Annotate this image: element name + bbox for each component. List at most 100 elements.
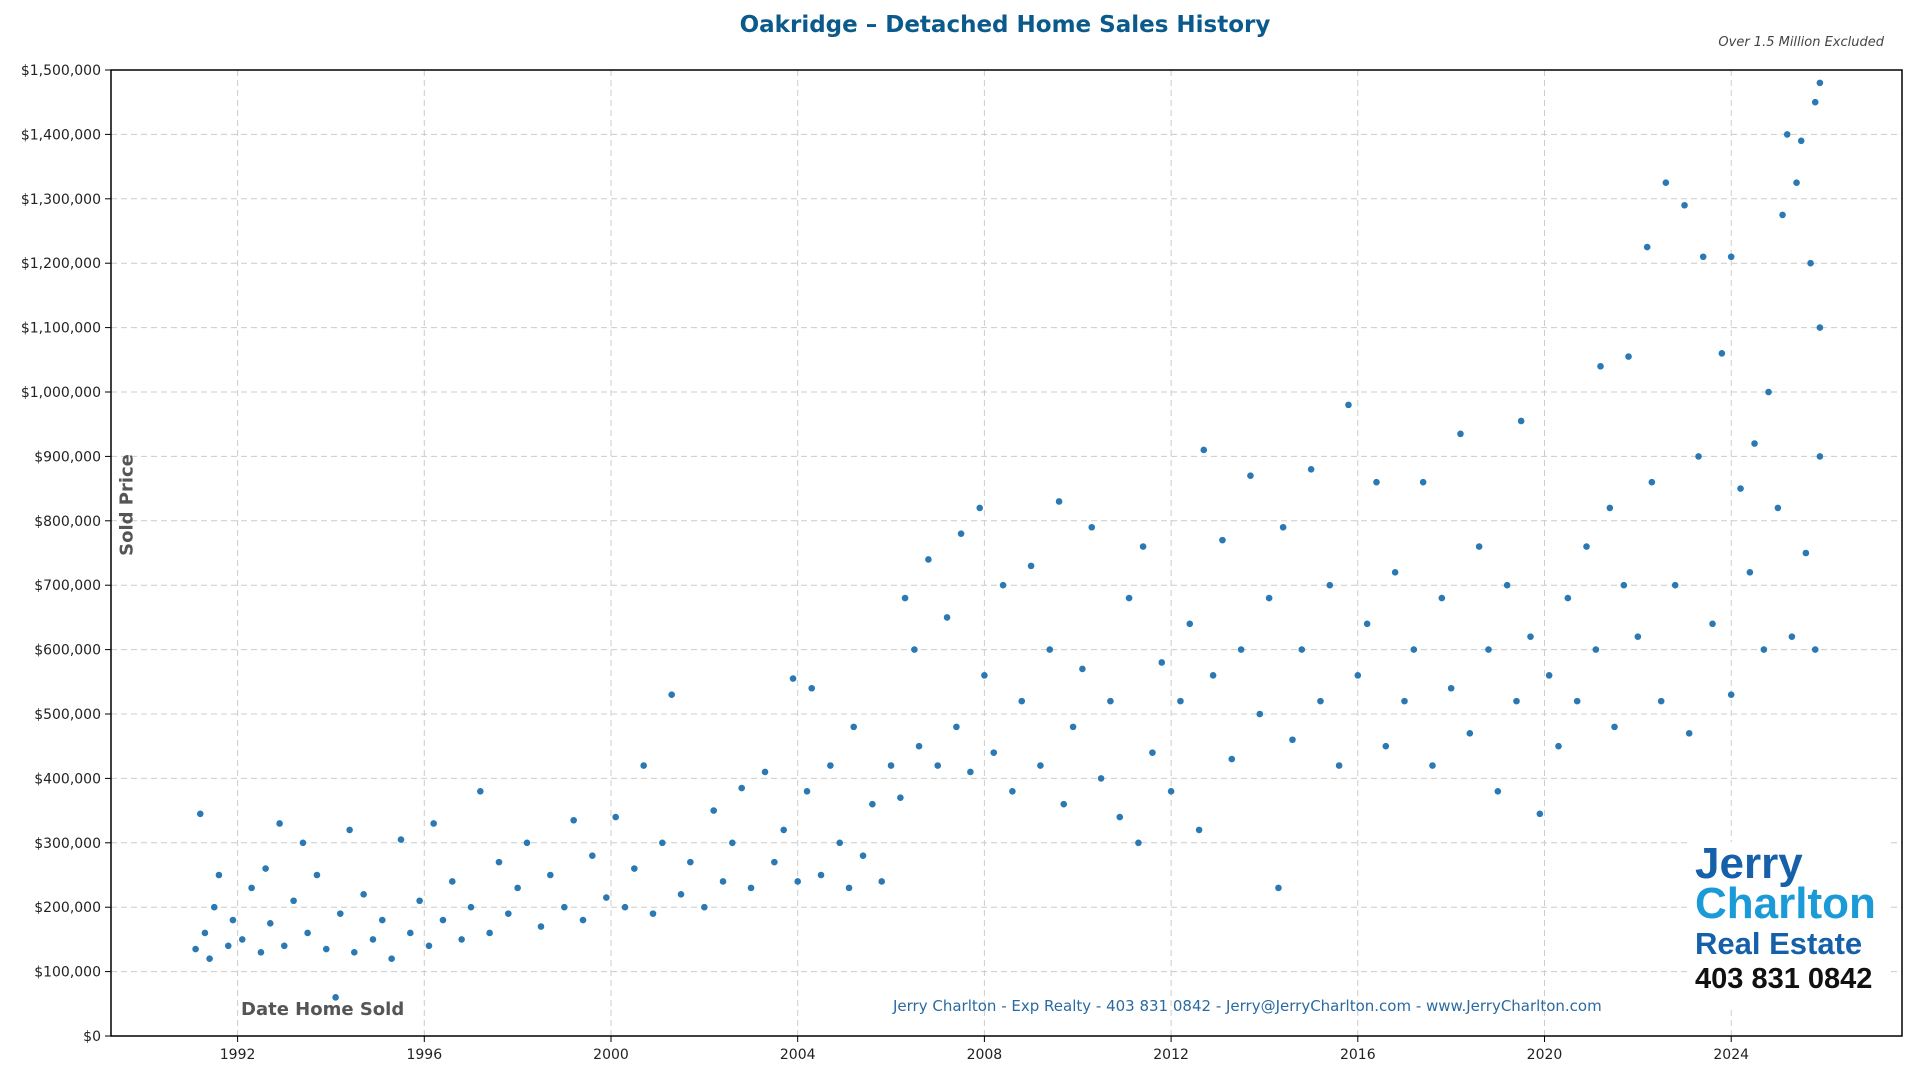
logo-phone: 403 831 0842 bbox=[1695, 963, 1873, 995]
data-point bbox=[794, 878, 801, 885]
data-point bbox=[1779, 211, 1786, 219]
data-point bbox=[229, 916, 237, 924]
data-point bbox=[514, 884, 521, 892]
data-point bbox=[1107, 697, 1114, 705]
y-tick-label: $900,000 bbox=[34, 449, 101, 465]
x-tick-label: 1996 bbox=[406, 1047, 442, 1063]
data-point bbox=[1816, 79, 1824, 87]
data-point bbox=[981, 672, 988, 679]
data-point bbox=[1662, 179, 1670, 186]
data-point bbox=[1401, 697, 1408, 705]
data-point bbox=[1592, 646, 1600, 653]
y-tick-label: $200,000 bbox=[34, 900, 101, 916]
y-tick-label: $0 bbox=[83, 1029, 101, 1045]
data-point bbox=[206, 955, 213, 963]
y-tick-label: $1,000,000 bbox=[21, 385, 101, 401]
data-point bbox=[416, 897, 423, 905]
y-tick-label: $600,000 bbox=[34, 643, 101, 659]
data-point bbox=[579, 916, 587, 924]
y-tick-label: $1,400,000 bbox=[21, 127, 101, 143]
data-point bbox=[1079, 665, 1086, 673]
data-point bbox=[887, 762, 895, 769]
data-point bbox=[276, 820, 283, 827]
data-point bbox=[1751, 440, 1758, 447]
data-point bbox=[836, 839, 844, 847]
data-point bbox=[304, 929, 311, 937]
data-point bbox=[1209, 672, 1217, 679]
data-point bbox=[257, 948, 265, 956]
data-point bbox=[1555, 742, 1562, 750]
data-point bbox=[1139, 543, 1147, 550]
data-point bbox=[808, 684, 816, 692]
data-point bbox=[290, 897, 297, 905]
data-point bbox=[999, 581, 1007, 589]
data-point bbox=[1354, 672, 1362, 679]
data-point bbox=[1671, 581, 1679, 589]
data-point bbox=[1513, 697, 1520, 705]
data-point bbox=[388, 955, 395, 963]
data-point bbox=[612, 813, 619, 821]
data-point bbox=[1727, 253, 1735, 261]
data-point bbox=[1228, 755, 1236, 763]
data-point bbox=[869, 800, 876, 808]
data-point bbox=[449, 878, 456, 885]
data-point bbox=[248, 884, 255, 892]
data-point bbox=[196, 810, 204, 818]
data-point bbox=[1527, 633, 1534, 641]
data-point bbox=[1275, 884, 1282, 892]
data-point bbox=[677, 891, 685, 898]
data-point bbox=[1419, 478, 1427, 486]
data-point bbox=[719, 878, 727, 885]
data-point bbox=[1737, 485, 1744, 492]
data-point bbox=[1265, 594, 1273, 602]
x-axis-label: Date Home Sold bbox=[241, 999, 405, 1020]
data-point bbox=[649, 910, 657, 917]
data-point bbox=[1811, 646, 1819, 653]
data-point bbox=[990, 749, 998, 756]
data-point bbox=[299, 839, 307, 847]
x-tick-label: 2008 bbox=[967, 1047, 1003, 1063]
data-point bbox=[537, 923, 545, 930]
data-point bbox=[1620, 581, 1628, 589]
logo-line-1: Jerry bbox=[1695, 839, 1803, 888]
data-point bbox=[1167, 787, 1175, 795]
data-point bbox=[1625, 353, 1632, 360]
data-point bbox=[523, 839, 531, 847]
data-point bbox=[817, 871, 825, 879]
data-point bbox=[262, 865, 269, 872]
data-point bbox=[1695, 453, 1702, 460]
y-axis-label: Sold Price bbox=[116, 454, 138, 556]
data-point bbox=[1069, 723, 1077, 731]
data-point bbox=[238, 936, 246, 943]
data-point bbox=[803, 787, 811, 795]
data-point bbox=[1765, 388, 1772, 396]
data-point bbox=[710, 807, 717, 814]
data-point bbox=[369, 936, 377, 943]
data-point bbox=[1219, 536, 1226, 544]
data-point bbox=[1807, 259, 1814, 267]
data-point bbox=[210, 903, 218, 911]
data-point bbox=[1503, 581, 1511, 589]
data-point bbox=[570, 816, 577, 824]
data-point bbox=[603, 894, 610, 901]
data-point bbox=[1317, 697, 1324, 705]
data-point bbox=[547, 871, 554, 879]
data-point bbox=[859, 852, 867, 859]
data-point bbox=[761, 768, 769, 776]
x-tick-label: 1992 bbox=[220, 1047, 256, 1063]
data-point bbox=[1634, 633, 1642, 641]
data-point bbox=[1606, 504, 1614, 512]
data-point bbox=[1494, 787, 1502, 795]
data-point bbox=[1816, 324, 1824, 331]
data-point bbox=[1307, 465, 1315, 473]
data-point bbox=[1681, 201, 1688, 209]
data-point bbox=[336, 910, 344, 917]
data-point bbox=[911, 646, 918, 653]
data-point bbox=[1760, 646, 1768, 653]
data-point bbox=[1237, 646, 1245, 653]
data-point bbox=[1718, 350, 1726, 357]
data-point bbox=[439, 916, 447, 924]
data-point bbox=[1485, 646, 1492, 653]
data-point bbox=[467, 903, 475, 911]
